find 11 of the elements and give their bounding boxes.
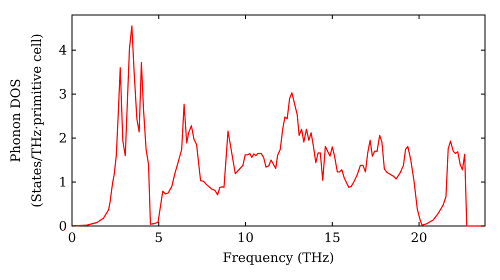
y-tick-label: 4 xyxy=(58,44,67,59)
y-axis-title: Phonon DOS (States/THz·primitive cell) xyxy=(9,33,45,208)
x-tick-label: 10 xyxy=(237,231,254,246)
y-tick-label: 3 xyxy=(58,88,67,103)
y-tick-label: 0 xyxy=(58,220,67,235)
x-tick-label: 5 xyxy=(154,231,163,246)
x-tick-label: 20 xyxy=(410,231,428,246)
x-axis-title: Frequency (THz) xyxy=(222,251,334,266)
y-tick-label: 2 xyxy=(58,132,67,147)
y-tick-label: 1 xyxy=(58,176,67,191)
x-tick-label: 15 xyxy=(324,231,341,246)
